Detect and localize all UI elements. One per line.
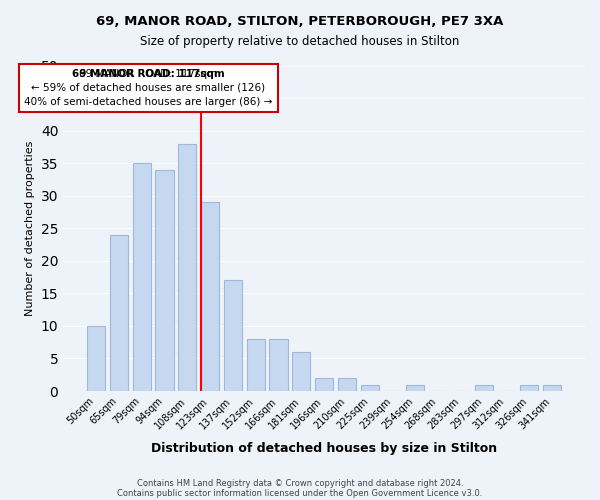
Text: Size of property relative to detached houses in Stilton: Size of property relative to detached ho…	[140, 35, 460, 48]
Bar	[224, 280, 242, 391]
Text: Contains HM Land Registry data © Crown copyright and database right 2024.: Contains HM Land Registry data © Crown c…	[137, 478, 463, 488]
Bar	[315, 378, 333, 391]
Text: 69, MANOR ROAD, STILTON, PETERBOROUGH, PE7 3XA: 69, MANOR ROAD, STILTON, PETERBOROUGH, P…	[97, 15, 503, 28]
Text: 69 MANOR ROAD: 117sqm: 69 MANOR ROAD: 117sqm	[72, 69, 225, 79]
Bar	[133, 163, 151, 391]
Text: 69 MANOR ROAD: 117sqm
← 59% of detached houses are smaller (126)
40% of semi-det: 69 MANOR ROAD: 117sqm ← 59% of detached …	[24, 69, 272, 107]
Bar	[406, 384, 424, 391]
Bar	[292, 352, 310, 391]
Bar	[155, 170, 173, 391]
Bar	[361, 384, 379, 391]
Y-axis label: Number of detached properties: Number of detached properties	[25, 140, 35, 316]
Bar	[475, 384, 493, 391]
Bar	[201, 202, 219, 391]
Bar	[110, 235, 128, 391]
X-axis label: Distribution of detached houses by size in Stilton: Distribution of detached houses by size …	[151, 442, 497, 455]
Bar	[338, 378, 356, 391]
Bar	[543, 384, 561, 391]
Text: Contains public sector information licensed under the Open Government Licence v3: Contains public sector information licen…	[118, 488, 482, 498]
Bar	[178, 144, 196, 391]
Bar	[247, 339, 265, 391]
Bar	[520, 384, 538, 391]
Bar	[87, 326, 105, 391]
Bar	[269, 339, 287, 391]
